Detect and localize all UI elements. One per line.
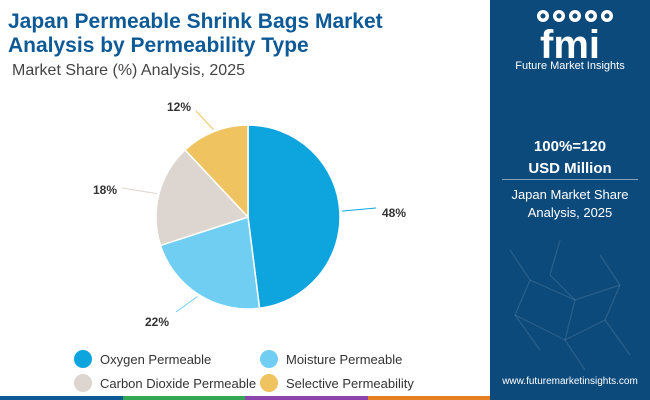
chart-legend: Oxygen Permeable Moisture Permeable Carb… — [74, 344, 454, 394]
panel-caption: Japan Market Share Analysis, 2025 — [490, 186, 650, 222]
pie-slice-moisture-permeable — [159, 216, 261, 310]
leader-line-oxygen-permeable — [341, 207, 377, 212]
logo-letters: fmi — [540, 23, 600, 67]
side-panel: fmi Future Market Insights 100%=120 USD … — [490, 0, 650, 400]
legend-swatch-moisture-permeable — [260, 350, 278, 368]
data-label-selective-permeability: 12% — [167, 100, 191, 114]
title-line-2: Analysis by Permeability Type — [8, 34, 309, 57]
legend-item-carbon-dioxide-permeable: Carbon Dioxide Permeable — [74, 374, 256, 392]
legend-swatch-oxygen-permeable — [74, 350, 92, 368]
legend-label-carbon-dioxide-permeable: Carbon Dioxide Permeable — [100, 375, 257, 391]
legend-label-moisture-permeable: Moisture Permeable — [286, 351, 403, 367]
legend-label-oxygen-permeable: Oxygen Permeable — [100, 351, 212, 367]
logo-company-name: Future Market Insights — [515, 60, 625, 72]
panel-caption-line-2: Analysis, 2025 — [527, 205, 613, 220]
leader-line-moisture-permeable — [175, 295, 198, 313]
market-total-percent: 100%=120 — [533, 138, 607, 155]
fmi-logo: fmi — [537, 10, 613, 67]
leader-line-carbon-dioxide-permeable — [121, 187, 158, 195]
legend-item-moisture-permeable: Moisture Permeable — [260, 350, 402, 368]
bottom-bar-segment — [122, 396, 245, 400]
bottom-bar-segment — [245, 396, 368, 400]
decorative-pattern — [509, 240, 631, 370]
bottom-color-bar — [0, 396, 490, 400]
pie-slice-selective-permeability — [183, 124, 249, 219]
pie-slice-carbon-dioxide-permeable — [155, 148, 250, 247]
legend-label-selective-permeability: Selective Permeability — [286, 375, 414, 391]
legend-item-oxygen-permeable: Oxygen Permeable — [74, 350, 211, 368]
chart-subtitle: Market Share (%) Analysis, 2025 — [12, 62, 245, 79]
data-label-moisture-permeable: 22% — [145, 315, 169, 329]
leader-line-selective-permeability — [195, 110, 214, 130]
title-line-1: Japan Permeable Shrink Bags Market — [8, 10, 383, 33]
bottom-bar-segment — [0, 396, 123, 400]
pie-slice-oxygen-permeable — [247, 124, 341, 310]
legend-swatch-carbon-dioxide-permeable — [74, 374, 92, 392]
data-label-carbon-dioxide-permeable: 18% — [93, 183, 117, 197]
market-total: 100%=120 USD Million — [490, 136, 650, 180]
panel-caption-line-1: Japan Market Share — [511, 187, 629, 202]
website-url[interactable]: www.futuremarketinsights.com — [502, 376, 638, 387]
data-label-oxygen-permeable: 48% — [382, 206, 406, 220]
market-total-unit: USD Million — [528, 160, 612, 177]
chart-title: Japan Permeable Shrink Bags Market Analy… — [8, 10, 478, 58]
panel-divider — [502, 179, 638, 180]
pie-chart: 48% 22% 18% 12% — [93, 100, 406, 329]
legend-item-selective-permeability: Selective Permeability — [260, 374, 414, 392]
legend-swatch-selective-permeability — [260, 374, 278, 392]
bottom-bar-segment — [367, 396, 490, 400]
